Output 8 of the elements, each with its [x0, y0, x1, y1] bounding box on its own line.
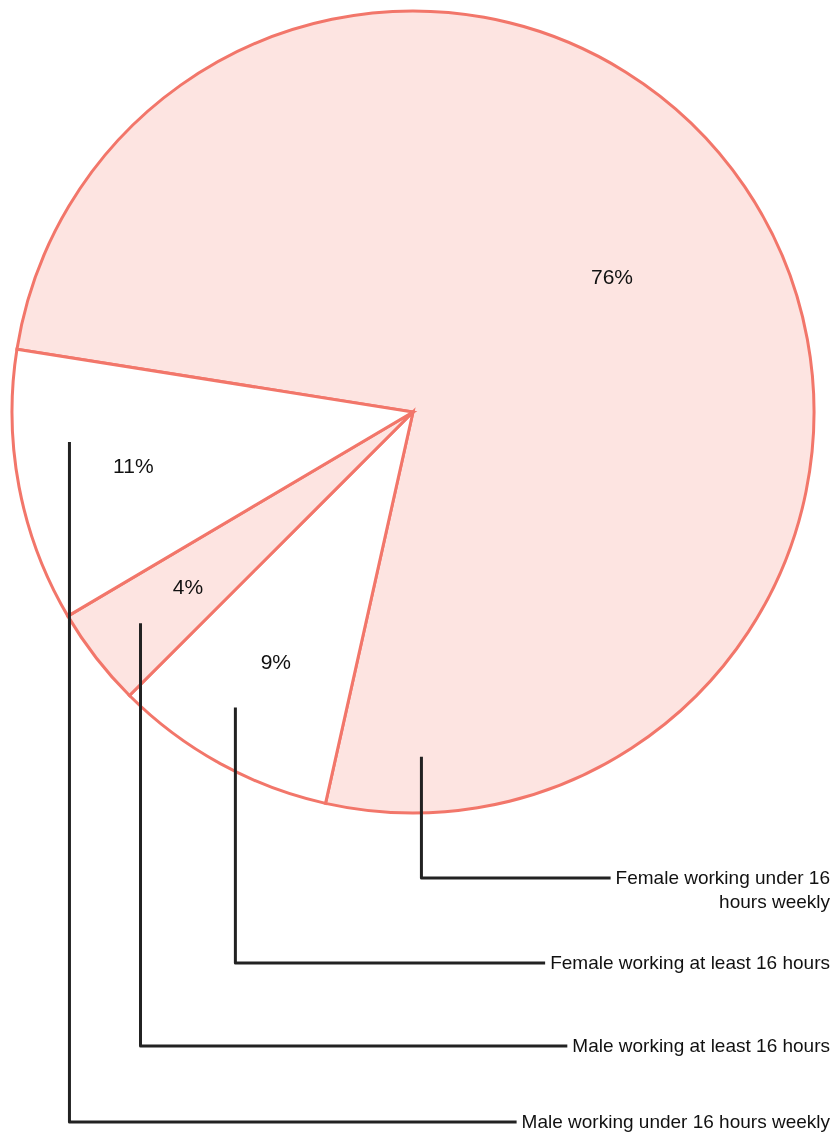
data-label: 9% [260, 649, 292, 673]
data-label: 11% [113, 453, 154, 477]
slice-label: Female working under 16 hours weekly [615, 867, 830, 912]
slice-label: Male working at least 16 hours [572, 1035, 830, 1056]
slice-label: Male working under 16 hours weekly [521, 1111, 830, 1132]
data-label: 76% [590, 265, 634, 289]
slice-label: Female working at least 16 hours [550, 952, 830, 973]
data-label: 4% [172, 575, 204, 598]
